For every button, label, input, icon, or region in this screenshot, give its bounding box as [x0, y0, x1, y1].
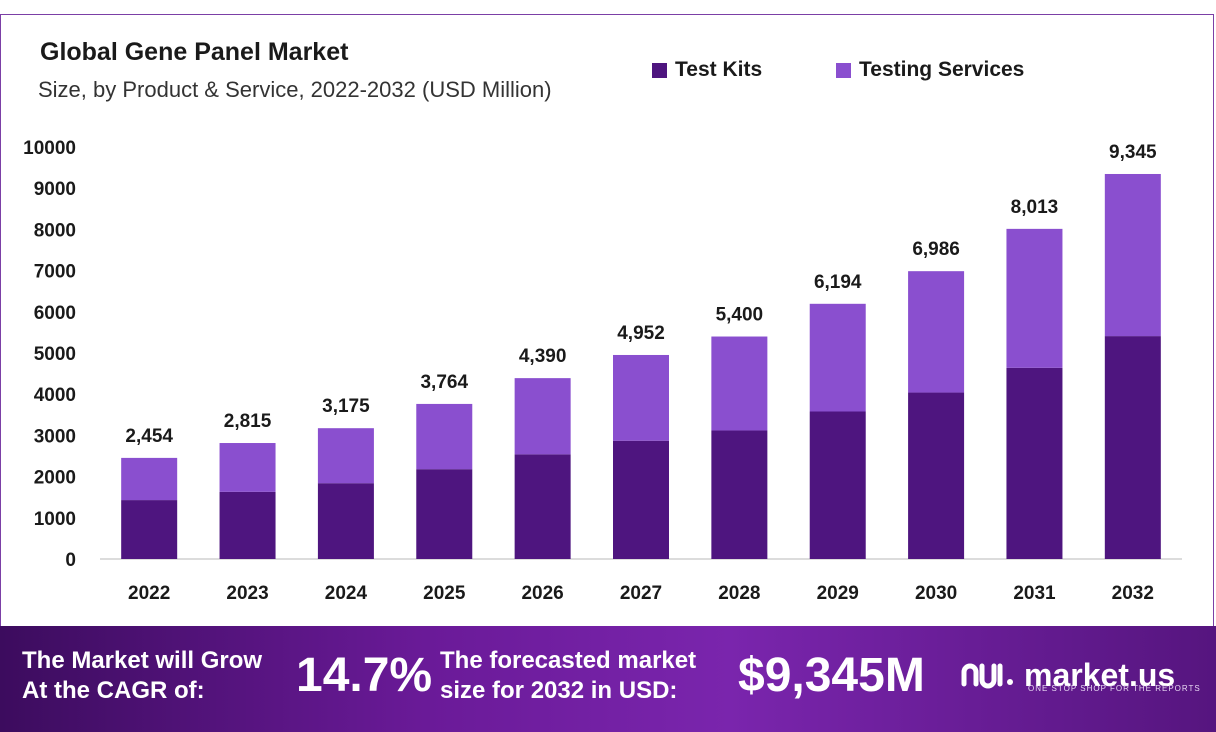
bar-testing-services	[514, 378, 571, 455]
bar-testing-services	[317, 428, 374, 484]
x-tick-label: 2028	[718, 583, 760, 604]
x-tick-label: 2024	[325, 583, 368, 604]
legend-swatch-testing-services	[836, 62, 851, 78]
market-us-logo-icon	[961, 663, 1013, 689]
y-tick-label: 6000	[34, 303, 76, 324]
brand-name: market.us	[1024, 656, 1176, 693]
bar-test-kits	[613, 440, 669, 559]
x-tick-label: 2026	[521, 583, 563, 604]
bar-total-label: 6,194	[814, 272, 862, 293]
forecast-caption: The forecasted market size for 2032 in U…	[440, 646, 696, 706]
bar-testing-services	[219, 443, 276, 492]
y-tick-label: 7000	[34, 262, 76, 283]
bar-test-kits	[1006, 367, 1063, 559]
bar-total-label: 5,400	[716, 305, 764, 326]
chart-title: Global Gene Panel Market	[40, 38, 349, 66]
bar-testing-services	[908, 271, 965, 393]
y-tick-label: 3000	[34, 426, 76, 447]
cagr-caption-line2: At the CAGR of:	[22, 677, 205, 704]
brand-logo: market.us	[958, 654, 1175, 696]
y-tick-label: 10000	[23, 138, 76, 159]
y-tick-label: 5000	[34, 344, 76, 365]
bar-testing-services	[809, 303, 866, 412]
bar-total-label: 4,952	[617, 323, 665, 344]
bar-test-kits	[416, 469, 473, 559]
forecast-caption-line1: The forecasted market	[440, 647, 697, 674]
legend-label-test-kits: Test Kits	[675, 58, 763, 81]
bar-testing-services	[1006, 228, 1063, 368]
forecast-value: $9,345M	[738, 649, 925, 702]
chart-subtitle: Size, by Product & Service, 2022-2032 (U…	[38, 77, 552, 102]
x-tick-label: 2032	[1112, 583, 1154, 604]
bar-total-label: 6,986	[912, 239, 960, 260]
bar-test-kits	[121, 500, 178, 559]
bar-total-label: 2,454	[125, 426, 173, 447]
cagr-caption-line1: The Market will Grow	[22, 647, 263, 674]
x-tick-label: 2031	[1013, 583, 1056, 604]
y-tick-label: 9000	[34, 179, 76, 200]
cagr-caption: The Market will Grow At the CAGR of:	[22, 646, 262, 706]
y-tick-label: 4000	[34, 385, 76, 406]
legend-label-testing-services: Testing Services	[859, 58, 1025, 81]
bar-test-kits	[809, 411, 866, 559]
y-tick-label: 1000	[34, 509, 76, 530]
brand-tagline: ONE STOP SHOP FOR THE REPORTS	[1028, 684, 1201, 693]
x-tick-label: 2022	[128, 583, 170, 604]
cagr-value: 14.7%	[296, 649, 433, 702]
summary-banner: The Market will Grow At the CAGR of: 14.…	[0, 626, 1216, 732]
x-tick-label: 2023	[226, 583, 268, 604]
bar-total-label: 4,390	[519, 346, 567, 367]
stacked-bar-chart: 0 1000 2000 3000 4000 5000 6000 7000 8000 9000 100…	[23, 138, 1182, 604]
bar-test-kits	[514, 454, 571, 559]
bar-total-label: 9,345	[1109, 142, 1157, 163]
bar-test-kits	[1104, 336, 1161, 559]
bar-test-kits	[908, 392, 965, 559]
legend-item-testing-services: Testing Services	[836, 58, 1024, 82]
bar-total-label: 3,764	[420, 372, 468, 393]
forecast-caption-line2: size for 2032 in USD:	[440, 677, 678, 704]
bar-total-label: 8,013	[1011, 197, 1059, 218]
bar-testing-services	[1104, 173, 1161, 337]
bar-test-kits	[711, 430, 768, 559]
bar-testing-services	[121, 457, 178, 501]
y-tick-label: 8000	[34, 220, 76, 241]
bar-total-label: 2,815	[224, 411, 272, 432]
legend-item-test-kits: Test Kits	[652, 58, 762, 82]
bar-test-kits	[317, 483, 374, 559]
x-tick-label: 2025	[423, 583, 466, 604]
x-tick-label: 2030	[915, 583, 957, 604]
y-tick-label: 2000	[34, 468, 76, 489]
x-tick-label: 2029	[817, 583, 859, 604]
x-tick-label: 2027	[620, 583, 662, 604]
legend-swatch-test-kits	[652, 62, 667, 78]
bar-testing-services	[711, 336, 768, 431]
bar-test-kits	[219, 491, 276, 559]
bar-testing-services	[613, 354, 669, 441]
bar-testing-services	[416, 403, 473, 470]
bar-total-label: 3,175	[322, 396, 370, 417]
y-tick-label: 0	[65, 550, 76, 571]
